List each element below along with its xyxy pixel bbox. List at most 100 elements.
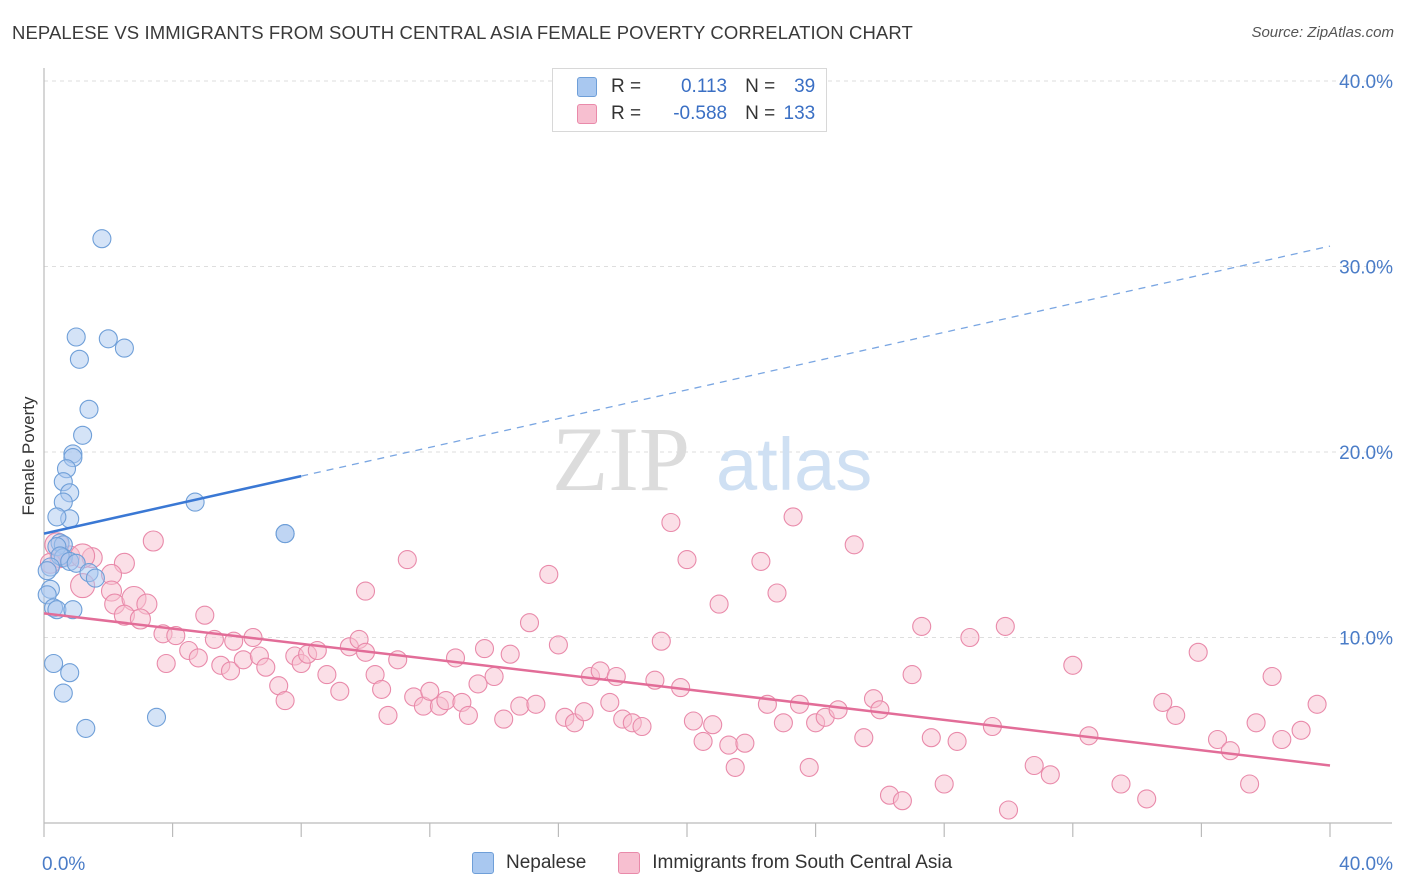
point-immigrants <box>1307 694 1327 714</box>
x-tick-label: 40.0% <box>1339 854 1393 875</box>
point-immigrants <box>828 700 848 720</box>
point-immigrants <box>703 715 723 735</box>
axes <box>43 68 1392 837</box>
series-legend: Nepalese Immigrants from South Central A… <box>472 852 952 874</box>
point-immigrants <box>574 702 594 722</box>
point-immigrants <box>998 800 1019 820</box>
point-nepalese <box>47 507 67 527</box>
point-immigrants <box>995 616 1015 636</box>
stats-legend: R = 0.113 N = 39 R = -0.588 N = 133 <box>552 68 827 132</box>
point-immigrants <box>767 583 787 603</box>
point-immigrants <box>548 635 568 655</box>
point-immigrants <box>372 679 392 699</box>
point-nepalese <box>92 229 112 249</box>
point-immigrants <box>1220 741 1240 761</box>
point-immigrants <box>436 691 456 711</box>
point-immigrants <box>912 616 932 636</box>
point-immigrants <box>783 507 803 527</box>
point-immigrants <box>275 691 295 711</box>
point-immigrants <box>317 665 337 685</box>
point-immigrants <box>947 731 967 751</box>
point-immigrants <box>256 657 276 677</box>
legend-label-nepalese: Nepalese <box>506 852 587 873</box>
point-immigrants <box>683 711 703 731</box>
point-immigrants <box>539 564 559 584</box>
y-tick-label: 40.0% <box>1339 72 1393 93</box>
point-immigrants <box>735 733 755 753</box>
watermark-atlas: atlas <box>716 423 872 506</box>
y-tick-label: 10.0% <box>1339 629 1393 650</box>
point-nepalese <box>60 663 80 683</box>
point-immigrants <box>445 648 466 668</box>
point-immigrants <box>1024 755 1044 776</box>
point-immigrants <box>632 716 652 737</box>
point-nepalese <box>66 553 86 573</box>
legend-n-value: 133 <box>783 103 816 124</box>
legend-swatch-immigrants <box>577 104 597 124</box>
point-immigrants <box>397 550 417 570</box>
point-immigrants <box>934 774 954 794</box>
point-immigrants <box>526 694 546 714</box>
point-nepalese <box>98 329 118 349</box>
point-immigrants <box>1262 666 1282 687</box>
point-immigrants <box>1040 765 1060 785</box>
point-immigrants <box>1272 729 1292 750</box>
point-nepalese <box>76 718 96 738</box>
y-tick-label: 30.0% <box>1339 258 1393 279</box>
point-immigrants <box>494 709 514 729</box>
legend-r-label: R = <box>611 103 642 124</box>
point-immigrants <box>677 550 697 570</box>
legend-row-nepalese: R = 0.113 N = 39 <box>553 74 815 100</box>
y-axis-label: Female Poverty <box>19 396 38 516</box>
watermark: ZIP atlas <box>552 408 872 510</box>
legend-r-value: 0.113 <box>680 76 728 97</box>
point-immigrants <box>156 653 176 674</box>
point-nepalese <box>275 524 295 544</box>
legend-row-immigrants: R = -0.588 N = 133 <box>553 101 815 127</box>
point-immigrants <box>378 705 398 725</box>
point-immigrants <box>1137 789 1157 809</box>
point-immigrants <box>330 681 350 701</box>
point-nepalese <box>85 568 105 588</box>
point-immigrants <box>709 594 729 614</box>
legend-r-label: R = <box>611 76 642 97</box>
point-immigrants <box>1166 705 1186 725</box>
legend-r-value: -0.588 <box>673 103 728 124</box>
y-tick-label: 20.0% <box>1339 443 1393 464</box>
point-immigrants <box>725 757 745 777</box>
point-immigrants <box>799 757 819 777</box>
point-immigrants <box>500 644 520 664</box>
point-immigrants <box>1063 655 1083 675</box>
point-nepalese <box>63 600 83 620</box>
point-immigrants <box>902 665 922 685</box>
trend-line-nepalese-extension <box>301 245 1331 477</box>
point-immigrants <box>195 605 215 625</box>
point-immigrants <box>355 581 376 601</box>
point-immigrants <box>1240 774 1260 794</box>
point-nepalese <box>146 707 167 727</box>
point-immigrants <box>166 626 186 646</box>
point-immigrants <box>751 551 771 571</box>
point-immigrants <box>188 648 208 668</box>
point-nepalese <box>66 327 86 347</box>
point-immigrants <box>220 661 241 681</box>
legend-n-label: N = <box>745 76 776 97</box>
data-points <box>37 229 1327 820</box>
chart-title: NEPALESE VS IMMIGRANTS FROM SOUTH CENTRA… <box>12 22 913 43</box>
point-immigrants <box>1188 642 1208 662</box>
trend-lines <box>43 245 1331 767</box>
point-nepalese <box>79 399 99 419</box>
point-immigrants <box>1291 720 1311 740</box>
point-nepalese <box>53 683 73 703</box>
legend-swatch-nepalese <box>577 77 597 97</box>
point-immigrants <box>142 530 164 552</box>
point-immigrants <box>458 705 478 725</box>
point-immigrants <box>854 728 874 748</box>
point-immigrants <box>661 512 681 533</box>
point-immigrants <box>921 728 941 748</box>
legend-label-immigrants: Immigrants from South Central Asia <box>652 852 953 873</box>
point-immigrants <box>484 666 504 687</box>
legend-swatch-immigrants <box>618 852 641 874</box>
legend-n-label: N = <box>745 103 776 124</box>
